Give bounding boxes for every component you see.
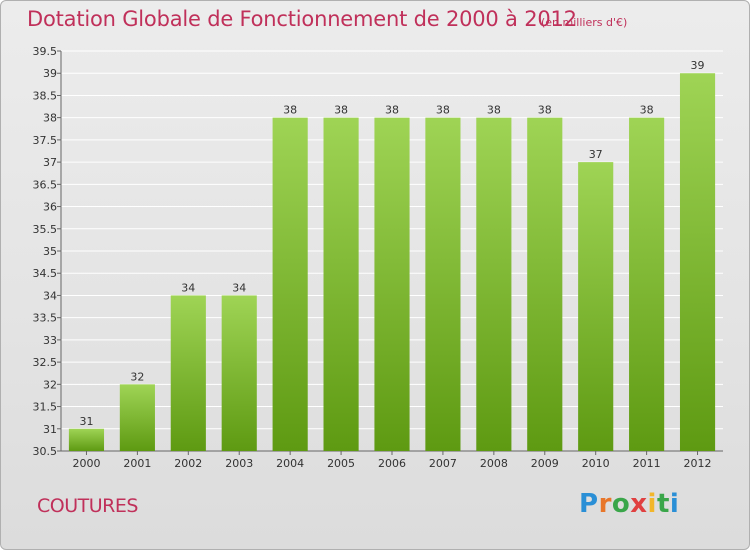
bars: [68, 73, 716, 452]
proxiti-logo[interactable]: Proxiti: [579, 489, 679, 519]
data-labels: 31 32 34 34 38 38 38 38 38 38 37 38 39: [79, 59, 704, 428]
logo-letter: i: [647, 489, 657, 519]
data-label: 39: [691, 59, 705, 72]
bar-2006: [374, 117, 410, 452]
bar-2007: [425, 117, 461, 452]
data-label: 34: [181, 281, 195, 294]
y-tick-labels: 30.5 31 31.5 32 32.5 33 33.5 34 34.5 35 35.5 36 36.5…: [33, 45, 58, 458]
data-label: 38: [538, 104, 552, 117]
bar-2003: [221, 295, 257, 451]
y-tick-label: 31.5: [33, 401, 58, 414]
y-tick-label: 32.5: [33, 356, 58, 369]
x-tick-label: 2003: [225, 457, 253, 470]
y-tick-label: 38.5: [33, 89, 58, 102]
bar-2002: [170, 295, 206, 451]
x-tick-label: 2005: [327, 457, 355, 470]
bar-2008: [476, 117, 512, 452]
data-label: 34: [232, 281, 246, 294]
unit-label: (en milliers d'€): [541, 16, 628, 29]
data-label: 37: [589, 148, 603, 161]
y-tick-label: 37.5: [33, 134, 58, 147]
data-label: 38: [436, 104, 450, 117]
y-tick-label: 34.5: [33, 267, 58, 280]
y-tick-label: 33.5: [33, 312, 58, 325]
data-label: 38: [487, 104, 501, 117]
chart-title: Dotation Globale de Fonctionnement de 20…: [27, 7, 577, 31]
data-label: 31: [79, 415, 93, 428]
x-tick-label: 2001: [123, 457, 151, 470]
logo-letter: r: [598, 489, 612, 519]
commune-name: COUTURES: [37, 495, 138, 517]
y-tick-label: 33: [43, 334, 57, 347]
y-tick-label: 39.5: [33, 45, 58, 58]
bar-2012: [679, 73, 716, 451]
y-tick-label: 30.5: [33, 445, 58, 458]
x-tick-label: 2007: [429, 457, 457, 470]
x-tick-label: 2006: [378, 457, 406, 470]
y-tick-label: 36: [43, 201, 57, 214]
x-tick-label: 2009: [531, 457, 559, 470]
bar-2000: [68, 428, 105, 451]
x-tick-label: 2008: [480, 457, 508, 470]
y-tick-label: 32: [43, 378, 57, 391]
y-tick-label: 38: [43, 112, 57, 125]
bar-2010: [578, 162, 614, 451]
y-tick-label: 37: [43, 156, 57, 169]
y-tick-label: 39: [43, 67, 57, 80]
logo-letter: x: [630, 489, 648, 519]
logo-letter: o: [611, 489, 631, 519]
data-label: 38: [385, 104, 399, 117]
y-tick-label: 35: [43, 245, 57, 258]
y-tick-label: 35.5: [33, 223, 58, 236]
data-label: 38: [334, 104, 348, 117]
x-tick-label: 2012: [684, 457, 712, 470]
y-tick-label: 31: [43, 423, 57, 436]
x-tick-label: 2011: [633, 457, 661, 470]
x-tick-label: 2004: [276, 457, 304, 470]
data-label: 38: [640, 104, 654, 117]
bar-2009: [527, 117, 563, 452]
bar-2004: [272, 117, 308, 452]
bar-2001: [119, 384, 155, 451]
data-label: 32: [130, 370, 144, 383]
y-tick-label: 34: [43, 289, 57, 302]
bar-2011: [629, 117, 665, 452]
logo-letter: t: [656, 489, 670, 519]
x-tick-label: 2002: [174, 457, 202, 470]
logo-letter: P: [579, 489, 599, 519]
y-tick-label: 36.5: [33, 178, 58, 191]
data-label: 38: [283, 104, 297, 117]
x-tick-labels: 2000 2001 2002 2003 2004 2005 2006 2007 2008 2009…: [72, 451, 712, 470]
x-tick-label: 2010: [582, 457, 610, 470]
x-tick-label: 2000: [72, 457, 100, 470]
bar-2005: [323, 117, 359, 452]
logo-letter: i: [669, 489, 680, 519]
